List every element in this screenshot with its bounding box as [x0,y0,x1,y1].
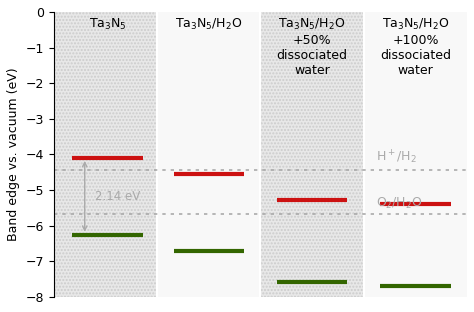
Bar [157,12,260,297]
Text: Ta$_3$N$_5$: Ta$_3$N$_5$ [89,17,126,32]
Y-axis label: Band edge vs. vacuum (eV): Band edge vs. vacuum (eV) [7,68,20,241]
Text: Ta$_3$N$_5$/H$_2$O: Ta$_3$N$_5$/H$_2$O [175,17,242,32]
Bar [54,12,157,297]
Text: O$_2$/H$_2$O: O$_2$/H$_2$O [376,196,422,211]
Text: Ta$_3$N$_5$/H$_2$O
+100%
dissociated
water: Ta$_3$N$_5$/H$_2$O +100% dissociated wat… [380,17,451,77]
Bar [260,12,364,297]
Text: Ta$_3$N$_5$/H$_2$O
+50%
dissociated
water: Ta$_3$N$_5$/H$_2$O +50% dissociated wate… [276,17,347,77]
Bar [364,12,467,297]
Text: 2.14 eV: 2.14 eV [95,190,140,203]
Text: H$^+$/H$_2$: H$^+$/H$_2$ [376,149,417,166]
